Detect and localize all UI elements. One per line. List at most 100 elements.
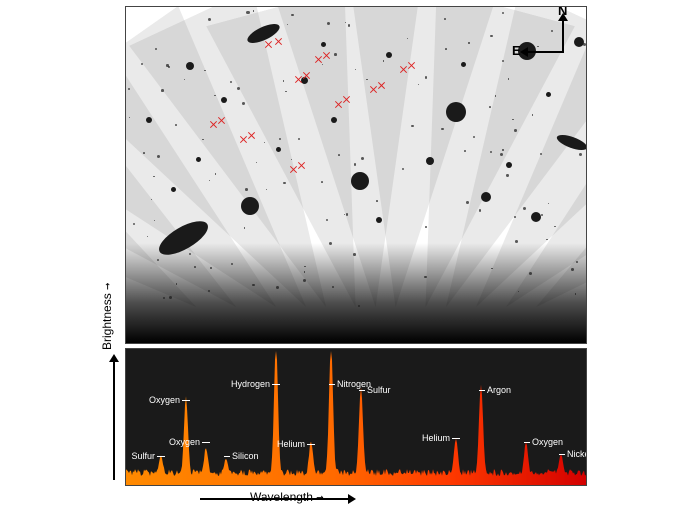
peak-label: Helium: [408, 433, 450, 443]
sky-speck: [143, 152, 145, 154]
target-marker-icon: [298, 162, 305, 169]
sky-speck: [157, 155, 160, 158]
peak-tick: [202, 442, 210, 443]
sky-speck: [285, 91, 286, 92]
sky-object: [386, 52, 392, 58]
sky-object: [186, 62, 194, 70]
sky-speck: [490, 35, 493, 38]
sky-speck: [489, 106, 491, 108]
sky-speck: [514, 216, 516, 218]
target-marker-icon: [248, 132, 255, 139]
target-marker-icon: [408, 62, 415, 69]
peak-tick: [182, 400, 190, 401]
target-marker-icon: [275, 38, 282, 45]
sky-speck: [506, 174, 508, 176]
target-marker-icon: [218, 117, 225, 124]
sky-speck: [468, 42, 469, 43]
sky-speck: [194, 266, 196, 268]
sky-speck: [147, 236, 148, 237]
sky-speck: [175, 124, 177, 126]
target-marker-icon: [315, 56, 322, 63]
compass: N E: [518, 15, 578, 75]
sky-speck: [515, 240, 518, 243]
east-label: E: [512, 43, 521, 58]
peak-tick: [359, 390, 365, 391]
sky-dark-gradient: [126, 243, 586, 343]
sky-speck: [246, 11, 249, 14]
sky-speck: [253, 10, 254, 11]
sky-speck: [358, 305, 360, 307]
sky-speck: [326, 219, 328, 221]
sky-speck: [291, 14, 293, 16]
peak-tick: [479, 390, 485, 391]
sky-speck: [209, 180, 210, 181]
sky-speck: [366, 79, 367, 80]
sky-speck: [210, 267, 212, 269]
north-label: N: [558, 6, 567, 18]
peak-label: Sulfur: [367, 385, 391, 395]
sky-speck: [502, 149, 503, 150]
x-axis-arrowhead: →: [316, 490, 323, 504]
sky-speck: [425, 226, 427, 228]
target-marker-icon: [290, 166, 297, 173]
sky-image-panel: N E: [125, 6, 587, 344]
peak-label: Sulfur: [125, 451, 155, 461]
sky-object: [531, 212, 541, 222]
sky-object: [276, 147, 281, 152]
sky-speck: [411, 125, 413, 127]
target-marker-icon: [323, 52, 330, 59]
y-axis-arrowhead: →: [100, 283, 114, 290]
peak-label: Silicon: [232, 451, 259, 461]
sky-object: [171, 187, 176, 192]
sky-speck: [237, 87, 240, 90]
target-marker-icon: [335, 101, 342, 108]
sky-object: [446, 102, 466, 122]
y-axis-arrow-icon: [113, 360, 115, 480]
peak-tick: [329, 384, 335, 385]
sky-speck: [327, 22, 330, 25]
sky-speck: [541, 214, 543, 216]
sky-speck: [245, 188, 248, 191]
spectrum-chart: [126, 349, 586, 485]
target-marker-icon: [265, 41, 272, 48]
sky-speck: [283, 182, 285, 184]
sky-speck: [576, 261, 578, 263]
north-arrow-icon: [562, 19, 564, 53]
y-axis-label: Brightness →: [100, 283, 114, 350]
target-marker-icon: [210, 121, 217, 128]
sky-speck: [338, 154, 340, 156]
sky-speck: [444, 18, 446, 20]
peak-label: Hydrogen: [228, 379, 270, 389]
peak-tick: [272, 384, 280, 385]
peak-label: Nitrogen: [337, 379, 371, 389]
sky-object: [321, 42, 326, 47]
sky-speck: [244, 227, 246, 229]
sky-speck: [353, 253, 356, 256]
sky-speck: [361, 157, 364, 160]
sky-speck: [376, 200, 378, 202]
sky-speck: [554, 226, 555, 227]
spectrum-panel: SulfurOxygenOxygenSiliconHydrogenHeliumN…: [125, 348, 587, 486]
sky-speck: [512, 119, 513, 120]
target-marker-icon: [240, 136, 247, 143]
sky-speck: [334, 53, 337, 56]
target-marker-icon: [295, 76, 302, 83]
target-marker-icon: [303, 72, 310, 79]
target-marker-icon: [378, 82, 385, 89]
peak-label: Argon: [487, 385, 511, 395]
sky-object: [241, 197, 259, 215]
peak-tick: [224, 456, 230, 457]
target-marker-icon: [370, 86, 377, 93]
sky-speck: [168, 66, 170, 68]
peak-tick: [157, 456, 165, 457]
sky-object: [426, 157, 434, 165]
peak-label: Oxygen: [158, 437, 200, 447]
sky-speck: [529, 272, 532, 275]
sky-speck: [579, 153, 582, 156]
peak-label: Helium: [263, 439, 305, 449]
sky-speck: [466, 201, 469, 204]
peak-label: Oxygen: [532, 437, 563, 447]
sky-speck: [161, 89, 164, 92]
x-axis-label: Wavelength →: [250, 490, 324, 504]
sky-object: [196, 157, 201, 162]
